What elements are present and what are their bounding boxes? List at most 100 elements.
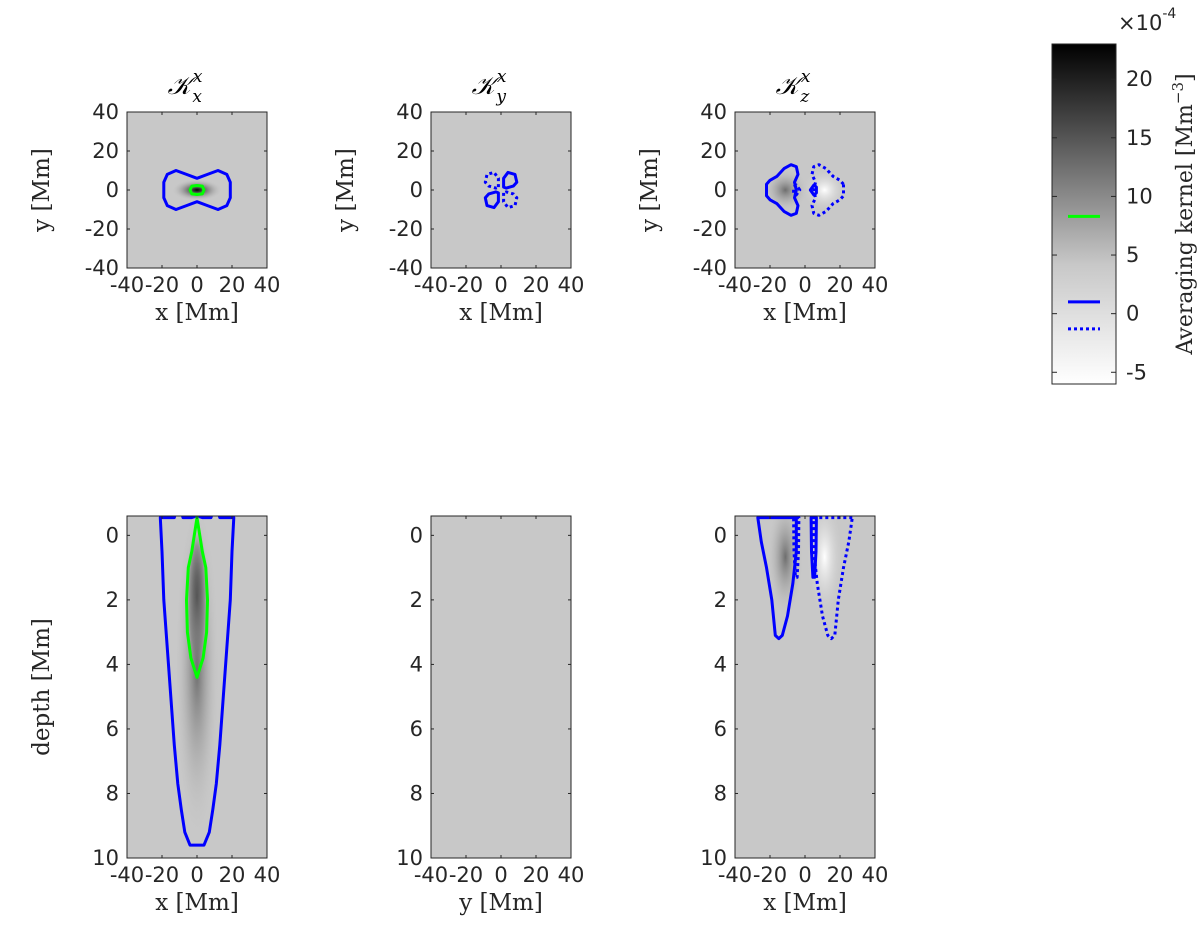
y-axis-label: y [Mm] xyxy=(29,148,55,233)
colorbar-markers xyxy=(1068,214,1100,331)
y-tick-label: -20 xyxy=(389,217,423,241)
x-tick-label: 0 xyxy=(798,863,811,887)
panel-shading xyxy=(171,179,223,201)
y-tick-label: 8 xyxy=(714,781,727,805)
y-tick-label: 6 xyxy=(410,717,423,741)
y-tick-label: 10 xyxy=(700,846,727,870)
y-tick-label: 0 xyxy=(410,523,423,547)
y-tick-label: 40 xyxy=(700,100,727,124)
positive-contour-0 xyxy=(162,169,232,211)
colorbar-scale xyxy=(1051,43,1117,385)
positive-contour-1 xyxy=(808,183,818,197)
x-tick-label: 0 xyxy=(494,863,507,887)
title-superscript: x xyxy=(497,67,507,87)
negative-contour-3 xyxy=(502,190,519,210)
positive-contour-0 xyxy=(502,170,519,190)
x-axis-label: x [Mm] xyxy=(763,890,847,916)
y-tick-label: -40 xyxy=(85,256,119,280)
y-axis-label: y [Mm] xyxy=(333,148,359,233)
kernel-shade xyxy=(767,516,804,619)
y-axis-label: depth [Mm] xyxy=(29,618,55,756)
panel-kxx-depth: -40 -20 0 20 40 0 2 4 6 8 10 x [Mm] depth [Mm] xyxy=(29,515,281,916)
x-axis-label: x [Mm] xyxy=(459,300,543,326)
y-tick-label: 0 xyxy=(106,178,119,202)
panel-background xyxy=(735,516,875,858)
x-tick-label: 0 xyxy=(190,273,203,297)
x-tick-label: 20 xyxy=(523,273,550,297)
colorbar-label: Averaging kernel [Mm−3] xyxy=(1169,73,1198,355)
negative-contour-3 xyxy=(792,516,801,579)
y-tick-label: -40 xyxy=(693,256,727,280)
y-tick-label: -40 xyxy=(389,256,423,280)
panel-background xyxy=(431,516,571,858)
x-tick-label: 40 xyxy=(558,273,585,297)
x-tick-label: 40 xyxy=(862,863,889,887)
panel-kyx-depth: -40 -20 0 20 40 0 2 4 6 8 10 y [Mm] xyxy=(396,515,585,916)
x-tick-label: 40 xyxy=(558,863,585,887)
x-tick-label: 20 xyxy=(827,273,854,297)
x-tick-label: 40 xyxy=(254,863,281,887)
title-subscript: z xyxy=(799,87,810,107)
x-tick-label: 0 xyxy=(494,273,507,297)
x-tick-label: -40 xyxy=(110,273,144,297)
x-tick-label: -20 xyxy=(449,273,483,297)
colorbar-multiplier: ×10-4 xyxy=(1118,6,1176,35)
x-tick-label: -40 xyxy=(414,273,448,297)
y-tick-label: 20 xyxy=(700,139,727,163)
panel-contours xyxy=(756,516,854,641)
y-tick-label: 0 xyxy=(106,523,119,547)
title-subscript: y xyxy=(495,87,506,107)
colorbar-tick-label: 15 xyxy=(1126,126,1153,150)
y-axis-label: y [Mm] xyxy=(637,148,663,233)
y-tick-label: 2 xyxy=(410,588,423,612)
y-tick-label: -20 xyxy=(693,217,727,241)
y-tick-label: 40 xyxy=(396,100,423,124)
y-tick-label: 8 xyxy=(410,781,423,805)
panel-contours xyxy=(162,169,232,211)
positive-contour-0 xyxy=(158,516,236,847)
y-tick-label: 20 xyxy=(92,139,119,163)
y-tick-label: 4 xyxy=(106,652,119,676)
x-tick-label: 0 xyxy=(190,863,203,887)
positive-contour-1 xyxy=(185,516,209,679)
colorbar-tick-label: 20 xyxy=(1126,67,1153,91)
x-tick-label: 20 xyxy=(523,863,550,887)
positive-contour-1 xyxy=(809,516,818,579)
y-tick-label: -20 xyxy=(85,217,119,241)
x-tick-label: 40 xyxy=(862,273,889,297)
panel-background xyxy=(431,112,571,268)
negative-contour-3 xyxy=(792,183,802,197)
kernel-shade xyxy=(174,516,220,841)
negative-contour-2 xyxy=(812,516,854,641)
x-tick-label: -20 xyxy=(753,273,787,297)
x-tick-label: -40 xyxy=(718,273,752,297)
y-tick-label: 0 xyxy=(714,523,727,547)
positive-contour-1 xyxy=(483,190,500,210)
x-tick-label: 20 xyxy=(827,863,854,887)
x-tick-label: 40 xyxy=(254,273,281,297)
positive-contour-0 xyxy=(756,516,798,641)
positive-contour-1 xyxy=(188,184,206,196)
x-tick-label: -20 xyxy=(145,863,179,887)
y-tick-label: 40 xyxy=(92,100,119,124)
x-tick-label: -40 xyxy=(718,863,752,887)
y-tick-label: 2 xyxy=(714,588,727,612)
x-tick-label: 20 xyxy=(219,863,246,887)
x-axis-label: x [Mm] xyxy=(155,890,239,916)
colorbar: ×10-4 -5 0 5 10 15 20 Averaging kernel [Mm−3] xyxy=(1051,6,1198,385)
y-tick-label: 4 xyxy=(410,652,423,676)
y-tick-label: 4 xyxy=(714,652,727,676)
kernel-shade xyxy=(171,179,223,201)
colorbar-tick-label: -5 xyxy=(1126,360,1147,384)
panel-kzx-depth: -40 -20 0 20 40 0 2 4 6 8 10 x [Mm] xyxy=(700,515,889,916)
panel-shading xyxy=(174,516,220,841)
title-superscript: x xyxy=(801,67,811,87)
x-tick-label: -40 xyxy=(414,863,448,887)
y-tick-label: 10 xyxy=(92,846,119,870)
panel-contours xyxy=(765,163,845,217)
